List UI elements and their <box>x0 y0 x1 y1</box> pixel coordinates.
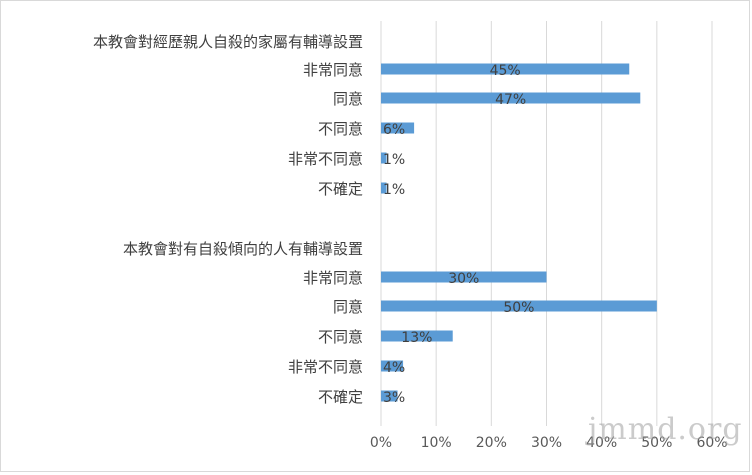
bar <box>381 390 398 402</box>
bar <box>381 300 657 312</box>
category-label: 非常同意 <box>303 61 363 79</box>
x-tick-label: 0% <box>370 435 392 451</box>
category-label: 同意 <box>333 90 363 108</box>
bar <box>381 63 630 75</box>
bar <box>381 92 641 104</box>
category-label: 不確定 <box>318 388 363 406</box>
bar <box>381 182 387 194</box>
category-label: 非常不同意 <box>288 358 363 376</box>
category-label: 不同意 <box>318 328 363 346</box>
data-label: 13% <box>401 330 432 346</box>
category-label: 非常不同意 <box>288 150 363 168</box>
x-tick-label: 40% <box>586 435 617 451</box>
category-label: 不確定 <box>318 180 363 198</box>
bar <box>381 271 547 283</box>
data-label: 30% <box>448 271 479 287</box>
category-label: 同意 <box>333 298 363 316</box>
x-tick-label: 20% <box>476 435 507 451</box>
category-label: 不同意 <box>318 120 363 138</box>
bar <box>381 360 404 372</box>
data-label: 1% <box>383 152 405 168</box>
data-label: 6% <box>383 122 405 138</box>
x-tick-label: 50% <box>641 435 672 451</box>
category-label: 非常同意 <box>303 269 363 287</box>
bar <box>381 330 453 342</box>
watermark: jmmd.org <box>588 412 743 447</box>
x-tick-label: 30% <box>531 435 562 451</box>
data-label: 4% <box>383 360 405 376</box>
data-label: 45% <box>490 63 521 79</box>
data-label: 50% <box>503 300 534 316</box>
bar <box>381 122 415 134</box>
group-heading: 本教會對經歷親人自殺的家屬有輔導設置 <box>93 33 363 51</box>
data-label: 3% <box>383 390 405 406</box>
group-heading: 本教會對有自殺傾向的人有輔導設置 <box>123 240 363 258</box>
bar <box>381 152 387 164</box>
data-label: 1% <box>383 182 405 198</box>
data-label: 47% <box>495 92 526 108</box>
x-tick-label: 60% <box>696 435 727 451</box>
x-tick-label: 10% <box>421 435 452 451</box>
